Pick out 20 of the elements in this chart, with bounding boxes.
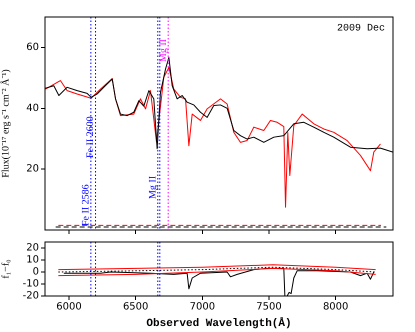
y-axis-title: f₁−f₀ xyxy=(0,258,12,279)
x-axis-title: Observed Wavelength(Å) xyxy=(146,316,292,330)
y-tick-label: 60 xyxy=(26,42,39,54)
x-tick-label: 7000 xyxy=(190,302,216,313)
annotation: 2009 Dec xyxy=(336,24,385,35)
y-tick-label: 0 xyxy=(32,266,39,278)
y-tick-label: 20 xyxy=(26,164,39,175)
y-tick-label: 20 xyxy=(26,242,39,254)
y-axis-title: Flux(10⁻¹⁷ erg s⁻¹ cm⁻² Å⁻¹) xyxy=(0,69,12,178)
y-tick-label: -20 xyxy=(22,290,39,302)
x-tick-label: 6000 xyxy=(56,302,82,313)
x-tick-label: 7500 xyxy=(256,302,282,313)
ref-line-label: Mg II xyxy=(158,39,169,62)
y-tick-label: 10 xyxy=(26,254,39,266)
x-tick-label: 6500 xyxy=(122,302,148,313)
ref-line-label: Mg II xyxy=(147,176,158,199)
y-tick-label: 40 xyxy=(26,102,39,114)
y-tick-label: -10 xyxy=(22,278,39,290)
ref-line-label: Fe II 2586 xyxy=(80,184,92,226)
x-tick-label: 8000 xyxy=(322,302,348,313)
